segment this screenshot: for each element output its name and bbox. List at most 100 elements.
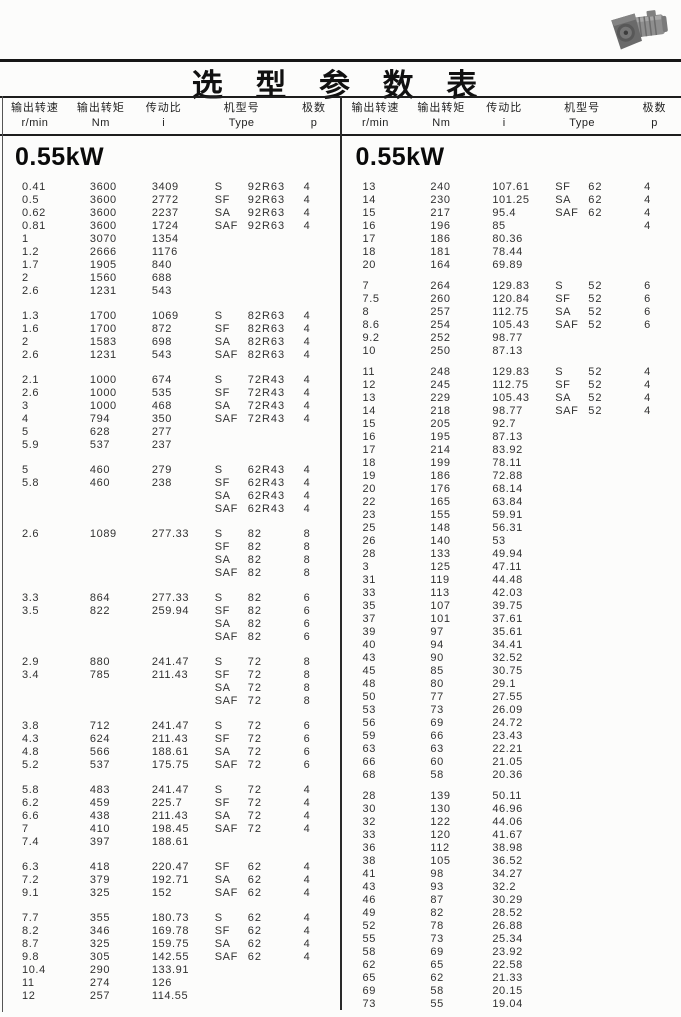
cell-ratio: 28.52: [492, 907, 523, 919]
cell-output-torque: 186: [430, 470, 451, 482]
cell-output-speed: 33: [362, 829, 376, 841]
cell-poles: [288, 990, 341, 1003]
cell-output-speed: 1.6: [22, 323, 40, 335]
cell-output-torque: 69: [430, 717, 444, 729]
type-prefix: SAF: [214, 220, 238, 232]
cell-type: SF 62: [196, 925, 288, 938]
cell-poles: [288, 439, 341, 452]
cell-output-torque: 257: [430, 306, 451, 318]
table-row: 2 1560 688: [0, 272, 341, 285]
type-model: 72: [247, 797, 262, 809]
type-prefix: SF: [214, 733, 230, 745]
type-prefix: [555, 985, 588, 998]
type-prefix: [215, 246, 248, 259]
type-prefix: [555, 769, 588, 782]
cell-poles: 4: [303, 181, 311, 193]
cell-output-torque: 125: [430, 561, 451, 573]
cell-output-torque: [70, 541, 132, 554]
type-model: 52: [588, 366, 603, 378]
type-prefix: SA: [214, 207, 231, 219]
cell-poles: [628, 259, 681, 272]
cell-output-speed: 48: [362, 678, 376, 690]
type-model: 72: [247, 682, 262, 694]
type-prefix: SAF: [214, 887, 238, 899]
cell-type: [536, 907, 628, 920]
type-model: 72R43: [247, 400, 286, 412]
cell-ratio: 120.84: [492, 293, 530, 305]
cell-type: [536, 678, 628, 691]
table-row: 3.5 822 259.94 SF 82 6: [0, 605, 341, 618]
type-prefix: [215, 439, 248, 452]
type-prefix: SF: [214, 797, 230, 809]
table-row: 6.3 418 220.47 SF 62 4: [0, 861, 341, 874]
type-prefix: SAF: [214, 951, 238, 963]
cell-output-speed: 26: [362, 535, 376, 547]
type-prefix: S: [214, 784, 223, 796]
cell-output-torque: 80: [430, 678, 444, 690]
table-row: 0.5 3600 2772 SF 92R63 4: [0, 194, 341, 207]
table-row: 48 80 29.1: [341, 678, 681, 691]
type-prefix: SAF: [214, 413, 238, 425]
cell-output-torque: 101: [430, 613, 451, 625]
cell-poles: [628, 496, 681, 509]
cell-poles: [288, 977, 341, 990]
table-block: 2.9 880 241.47 S 72 8 3.4 785 211.43 SF 72 8 SA 72 8 SA…: [0, 656, 341, 708]
cell-ratio: 543: [151, 349, 172, 361]
cell-output-speed: 7.7: [22, 912, 40, 924]
cell-type: SAF 72: [196, 695, 288, 708]
cell-output-speed: 49: [362, 907, 376, 919]
cell-ratio: 129.83: [492, 280, 530, 292]
table-block: 2.6 1089 277.33 S 82 8 SF 82 8 SA 82 8 SAF 82 8: [0, 528, 341, 580]
cell-ratio: [132, 682, 196, 695]
table-row: 17 214 83.92: [341, 444, 681, 457]
type-model: 52: [588, 379, 603, 391]
cell-ratio: 87.13: [492, 345, 523, 357]
table-row: 43 90 32.52: [341, 652, 681, 665]
cell-output-speed: 38: [362, 855, 376, 867]
table-row: 8.2 346 169.78 SF 62 4: [0, 925, 341, 938]
type-prefix: SF: [555, 293, 571, 305]
cell-type: [536, 756, 628, 769]
cell-poles: 4: [303, 220, 311, 232]
table-row: 3 1000 468 SA 72R43 4: [0, 400, 341, 413]
cell-poles: [628, 998, 681, 1011]
cell-type: SAF 82: [196, 631, 288, 644]
table-row: 11 274 126: [0, 977, 341, 990]
cell-type: S 82R63: [196, 310, 288, 323]
cell-type: [536, 431, 628, 444]
cell-poles: 4: [303, 336, 311, 348]
cell-output-speed: 1.2: [22, 246, 40, 258]
col-header-poles: 极数 p: [302, 102, 327, 129]
table-block: 0.41 3600 3409 S 92R63 4 0.5 3600 2772 SF 92R63 4 0.…: [0, 181, 341, 298]
cell-ratio: 85: [492, 220, 506, 232]
cell-ratio: 159.75: [151, 938, 190, 950]
cell-poles: 4: [644, 379, 651, 391]
cell-output-speed: 8.7: [22, 938, 40, 950]
cell-output-speed: 7.2: [22, 874, 40, 886]
cell-ratio: 59.91: [492, 509, 523, 521]
table-row: 2 1583 698 SA 82R63 4: [0, 336, 341, 349]
table-row: 52 78 26.88: [341, 920, 681, 933]
cell-poles: [628, 717, 681, 730]
type-prefix: [555, 652, 588, 665]
type-model: 92R63: [247, 207, 286, 219]
type-model: 52: [588, 293, 603, 305]
col-header-poles: 极数 p: [642, 102, 667, 129]
cell-output-torque: 155: [430, 509, 451, 521]
table-row: 58 69 23.92: [341, 946, 681, 959]
cell-poles: [628, 691, 681, 704]
cell-poles: [288, 964, 341, 977]
cell-poles: 6: [303, 746, 311, 758]
type-prefix: SAF: [214, 567, 238, 579]
cell-poles: 4: [303, 413, 311, 425]
type-prefix: [555, 220, 588, 233]
cell-ratio: 129.83: [492, 366, 530, 378]
cell-output-speed: 25: [362, 522, 376, 534]
type-model: 92R63: [247, 194, 286, 206]
type-model: 82: [247, 631, 262, 643]
cell-output-torque: 566: [89, 746, 111, 758]
type-model: 62: [247, 887, 262, 899]
cell-output-torque: 148: [430, 522, 451, 534]
type-prefix: [555, 704, 588, 717]
cell-output-torque: 65: [430, 959, 444, 971]
